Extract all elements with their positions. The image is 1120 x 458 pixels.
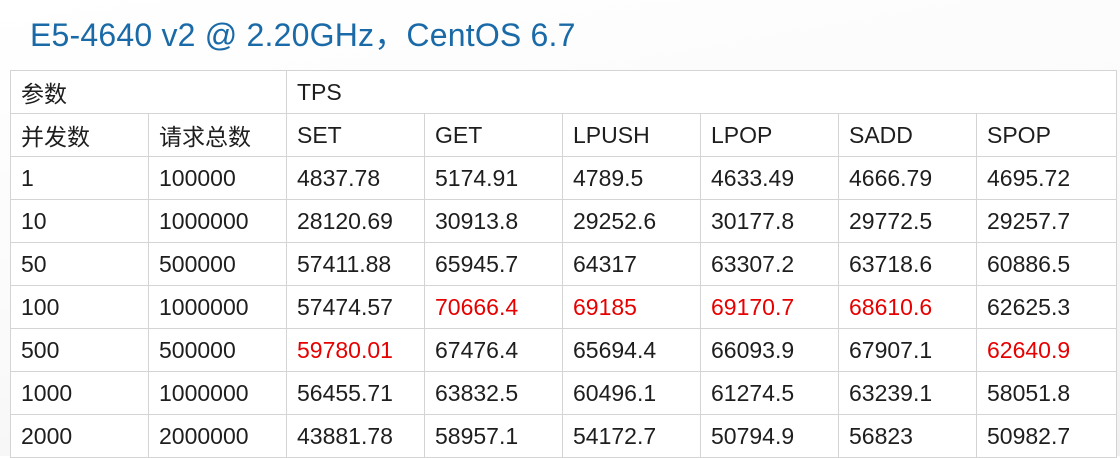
column-header: 并发数 xyxy=(10,113,149,157)
table-cell: 56823 xyxy=(838,414,977,458)
table-cell: 500 xyxy=(10,328,149,372)
table-row: 1 100000 4837.78 5174.91 4789.5 4633.49 4666.7… xyxy=(10,156,1118,200)
table-cell: 70666.4 xyxy=(424,285,563,329)
table-cell: 4666.79 xyxy=(838,156,977,200)
table-row: 100 1000000 57474.57 70666.4 69185 69170.7 686… xyxy=(10,285,1118,329)
table-cell: 2000 xyxy=(10,414,149,458)
table-cell: 57474.57 xyxy=(286,285,425,329)
table-cell: 68610.6 xyxy=(838,285,977,329)
table-cell: 60886.5 xyxy=(975,242,1118,286)
table-cell: 4633.49 xyxy=(700,156,839,200)
column-header: LPUSH xyxy=(562,113,701,157)
table-cell: 50982.7 xyxy=(975,414,1118,458)
column-header: SADD xyxy=(838,113,977,157)
table-cell: 67907.1 xyxy=(838,328,977,372)
table-cell: 29257.7 xyxy=(975,199,1118,243)
table-cell: 57411.88 xyxy=(286,242,425,286)
table-row: 50 500000 57411.88 65945.7 64317 63307.2 63718… xyxy=(10,242,1118,286)
table-cell: 58957.1 xyxy=(424,414,563,458)
table-cell: 58051.8 xyxy=(975,371,1118,415)
table-cell: 63239.1 xyxy=(838,371,977,415)
table-cell: 1000000 xyxy=(148,199,287,243)
table-cell: 100 xyxy=(10,285,149,329)
column-header: 请求总数 xyxy=(148,113,287,157)
table-cell: 4837.78 xyxy=(286,156,425,200)
table-cell: 2000000 xyxy=(148,414,287,458)
table-cell: 60496.1 xyxy=(562,371,701,415)
params-header-cell: 参数 xyxy=(10,70,287,114)
table-cell: 67476.4 xyxy=(424,328,563,372)
table-cell: 4789.5 xyxy=(562,156,701,200)
column-header: GET xyxy=(424,113,563,157)
benchmark-table: 参数 TPS 并发数 请求总数 SET GET LPUSH LPOP SADD … xyxy=(10,70,1118,458)
table-cell: 1 xyxy=(10,156,149,200)
table-cell: 65694.4 xyxy=(562,328,701,372)
table-cell: 10 xyxy=(10,199,149,243)
table-cell: 50 xyxy=(10,242,149,286)
table-cell: 28120.69 xyxy=(286,199,425,243)
table-cell: 63718.6 xyxy=(838,242,977,286)
table-row: 1000 1000000 56455.71 63832.5 60496.1 61274.5… xyxy=(10,371,1118,415)
table-cell: 1000000 xyxy=(148,285,287,329)
table-cell: 29772.5 xyxy=(838,199,977,243)
table-cell: 1000000 xyxy=(148,371,287,415)
table-cell: 64317 xyxy=(562,242,701,286)
tps-header-cell: TPS xyxy=(285,70,1118,114)
page-title: E5-4640 v2 @ 2.20GHz，CentOS 6.7 xyxy=(30,17,576,53)
table-cell: 29252.6 xyxy=(562,199,701,243)
table-cell: 56455.71 xyxy=(286,371,425,415)
table-row: 2000 2000000 43881.78 58957.1 54172.7 50794.9… xyxy=(10,414,1118,458)
table-cell: 65945.7 xyxy=(424,242,563,286)
table-header-row-1: 参数 TPS xyxy=(10,70,1118,114)
table-cell: 69185 xyxy=(562,285,701,329)
table-cell: 54172.7 xyxy=(562,414,701,458)
table-cell: 30913.8 xyxy=(424,199,563,243)
table-cell: 61274.5 xyxy=(700,371,839,415)
table-cell: 500000 xyxy=(148,242,287,286)
table-cell: 5174.91 xyxy=(424,156,563,200)
table-cell: 100000 xyxy=(148,156,287,200)
table-row: 10 1000000 28120.69 30913.8 29252.6 30177.8 29… xyxy=(10,199,1118,243)
table-cell: 63307.2 xyxy=(700,242,839,286)
table-header-row-2: 并发数 请求总数 SET GET LPUSH LPOP SADD SPOP xyxy=(10,113,1118,157)
table-cell: 69170.7 xyxy=(700,285,839,329)
table-row: 500 500000 59780.01 67476.4 65694.4 66093.9 67… xyxy=(10,328,1118,372)
table-cell: 62640.9 xyxy=(975,328,1118,372)
table-cell: 30177.8 xyxy=(700,199,839,243)
column-header: SPOP xyxy=(975,113,1118,157)
table-cell: 50794.9 xyxy=(700,414,839,458)
table-cell: 66093.9 xyxy=(700,328,839,372)
table-cell: 1000 xyxy=(10,371,149,415)
table-cell: 500000 xyxy=(148,328,287,372)
table-cell: 59780.01 xyxy=(286,328,425,372)
column-header: SET xyxy=(286,113,425,157)
table-cell: 62625.3 xyxy=(975,285,1118,329)
table-cell: 43881.78 xyxy=(286,414,425,458)
table-cell: 63832.5 xyxy=(424,371,563,415)
table-cell: 4695.72 xyxy=(975,156,1118,200)
column-header: LPOP xyxy=(700,113,839,157)
